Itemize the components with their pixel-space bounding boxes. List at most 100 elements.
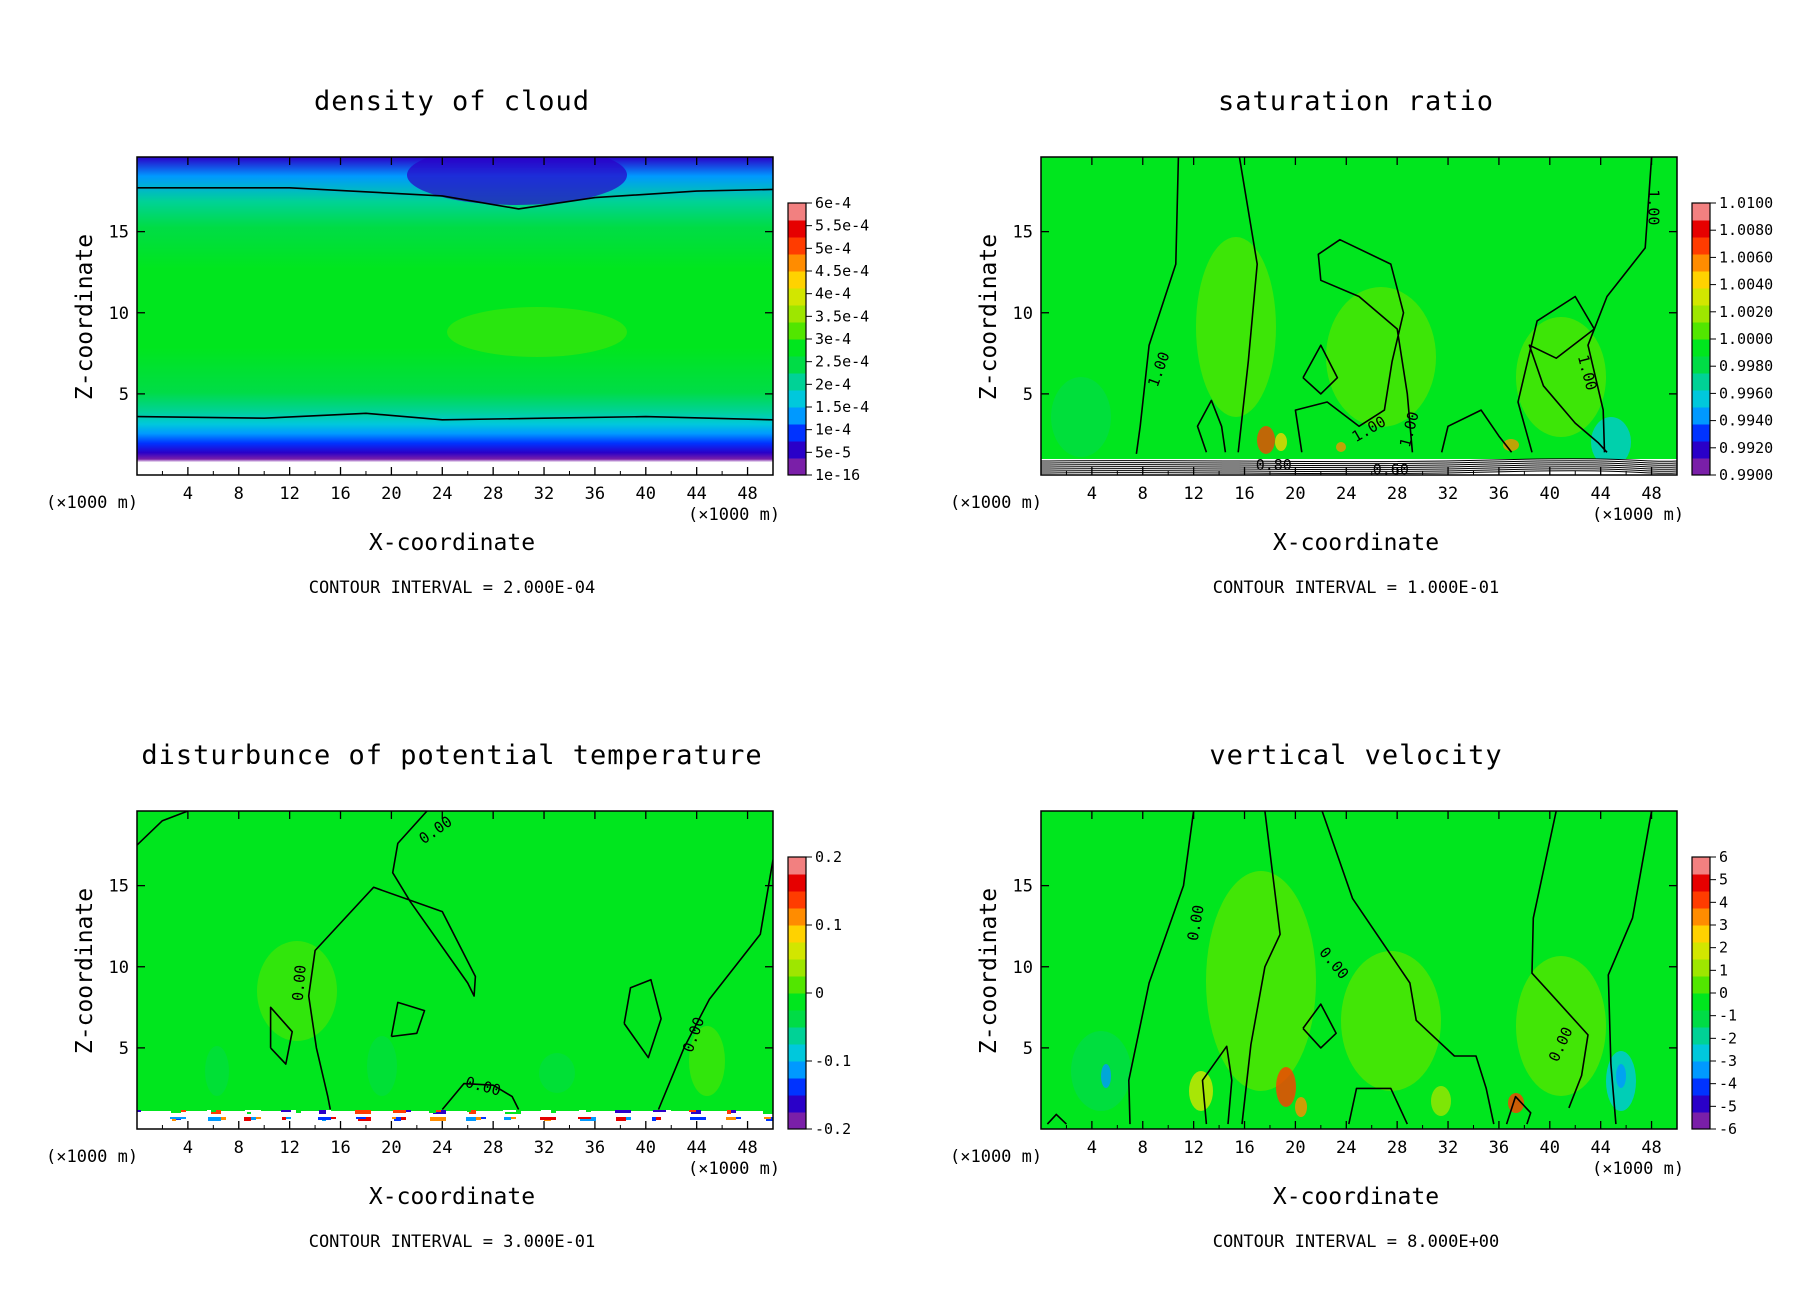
x-tick-label: 32 xyxy=(534,484,554,504)
field-shading xyxy=(393,1110,406,1113)
x-axis-label: X-coordinate xyxy=(368,1184,536,1210)
colorbar-swatch xyxy=(1692,237,1710,255)
colorbar-label: 4 xyxy=(1719,893,1728,911)
colorbar-swatch xyxy=(788,925,806,943)
colorbar-swatch xyxy=(1692,1112,1710,1130)
field-shading xyxy=(689,1026,725,1096)
x-tick-label: 36 xyxy=(1489,484,1509,504)
colorbar-swatch xyxy=(1692,305,1710,323)
colorbar-swatch xyxy=(788,976,806,994)
colorbar-swatch xyxy=(1692,874,1710,892)
contour-line xyxy=(1196,399,1227,453)
plot-area: 0.00 0.00 0.00 0.00 4 8 12 16 20 24 28 32 36 40 44 48 5 1… xyxy=(109,810,774,1158)
field-shading xyxy=(319,1110,326,1114)
colorbar-swatch xyxy=(1692,1044,1710,1062)
colorbar-swatch xyxy=(1692,857,1710,875)
x-tick-label: 16 xyxy=(330,1138,350,1158)
y-tick-label: 10 xyxy=(1013,958,1033,978)
colorbar-swatch xyxy=(1692,339,1710,357)
colorbar-label: -3 xyxy=(1719,1052,1737,1070)
contour-label: 0.60 xyxy=(1373,461,1409,479)
colorbar-label: 0.9940 xyxy=(1719,412,1773,430)
contour-line xyxy=(390,1001,426,1038)
colorbar-label: 1.0060 xyxy=(1719,248,1773,266)
x-tick-label: 40 xyxy=(1540,484,1560,504)
colorbar-swatch xyxy=(1692,220,1710,238)
field-shading xyxy=(281,1110,291,1112)
field-shading xyxy=(578,1117,591,1119)
y-tick-label: 10 xyxy=(1013,304,1033,324)
x-unit-right: (×1000 m) xyxy=(688,505,781,525)
colorbar-label: 0.9960 xyxy=(1719,384,1773,402)
contour-line xyxy=(1041,470,1677,475)
x-tick-label: 28 xyxy=(1387,1138,1407,1158)
field-shading xyxy=(690,1117,706,1120)
colorbar-swatch xyxy=(1692,458,1710,476)
x-unit-left: (×1000 m) xyxy=(950,493,1043,513)
x-tick-label: 20 xyxy=(381,484,401,504)
colorbar-swatch xyxy=(788,237,806,255)
colorbar-label: 5 xyxy=(1719,871,1728,889)
x-tick-label: 32 xyxy=(1438,484,1458,504)
colorbar-label: -6 xyxy=(1719,1120,1737,1138)
field-shading xyxy=(318,1117,331,1120)
colorbar-swatch xyxy=(788,942,806,960)
contour-line xyxy=(1041,462,1677,467)
field-shading xyxy=(245,1110,261,1112)
colorbar-swatch xyxy=(788,339,806,357)
y-tick-label: 10 xyxy=(109,304,129,324)
colorbar-label: -0.2 xyxy=(815,1120,851,1138)
contour-line xyxy=(623,978,662,1059)
field-shading xyxy=(392,1117,396,1119)
contour-line xyxy=(1505,1095,1532,1125)
x-tick-label: 40 xyxy=(636,484,656,504)
x-tick-label: 4 xyxy=(183,484,193,504)
x-tick-label: 8 xyxy=(1138,484,1148,504)
colorbar-label: 1e-16 xyxy=(815,466,860,484)
x-unit-right: (×1000 m) xyxy=(688,1159,781,1179)
plot-area: 1.00 1.00 1.00 1.00 1.00 0.80 0.60 4 8 12 16 20 24 28… xyxy=(1013,156,1678,504)
x-tick-label: 32 xyxy=(1438,1138,1458,1158)
contour-line xyxy=(307,811,477,1110)
x-tick-label: 44 xyxy=(1590,484,1610,504)
x-tick-label: 24 xyxy=(432,1138,452,1158)
x-tick-label: 20 xyxy=(1285,484,1305,504)
colorbar-label: 1.5e-4 xyxy=(815,398,869,416)
field-shading xyxy=(727,1110,731,1114)
colorbar-label: 0.9980 xyxy=(1719,357,1773,375)
colorbar-swatch xyxy=(788,891,806,909)
plot-area: 0.00 0.00 0.00 4 8 12 16 20 24 28 32 36 40 44 48 5 10 15 xyxy=(1013,810,1678,1158)
x-tick-label: 28 xyxy=(1387,484,1407,504)
colorbar-swatch xyxy=(1692,925,1710,943)
x-unit-left: (×1000 m) xyxy=(950,1147,1043,1167)
x-tick-label: 24 xyxy=(1336,1138,1356,1158)
colorbar-swatch xyxy=(1692,288,1710,306)
field-shading xyxy=(394,1117,401,1121)
panel-density-of-cloud: density of cloud 4 8 12 16 20 24 28 32 36 40 44 48 5… xyxy=(0,0,904,654)
x-unit-right: (×1000 m) xyxy=(1592,505,1685,525)
field-shading xyxy=(1189,1071,1213,1111)
field-shading xyxy=(504,1117,511,1120)
x-tick-label: 48 xyxy=(1641,484,1661,504)
contour-interval: CONTOUR INTERVAL = 1.000E-01 xyxy=(1212,578,1500,598)
contour-line xyxy=(657,859,773,1110)
colorbar-swatch xyxy=(1692,373,1710,391)
x-tick-label: 4 xyxy=(1087,484,1097,504)
field-shading xyxy=(367,1036,397,1096)
colorbar-label: 1e-4 xyxy=(815,421,851,439)
x-tick-label: 28 xyxy=(483,1138,503,1158)
colorbar-swatch xyxy=(788,254,806,272)
colorbar-swatch xyxy=(788,356,806,374)
x-axis-label: X-coordinate xyxy=(368,530,536,556)
colorbar-swatch xyxy=(1692,993,1710,1011)
contour-label: 0.00 xyxy=(1184,903,1208,942)
field-shading xyxy=(579,1110,586,1113)
y-tick-label: 5 xyxy=(119,1039,129,1059)
colorbar-swatch xyxy=(788,288,806,306)
colorbar-label: 2.5e-4 xyxy=(815,353,869,371)
x-tick-label: 12 xyxy=(1183,1138,1203,1158)
contour-line xyxy=(1041,466,1677,471)
field-shading xyxy=(1276,1067,1296,1107)
y-tick-label: 15 xyxy=(1013,223,1033,243)
contour-line xyxy=(1607,811,1653,1125)
